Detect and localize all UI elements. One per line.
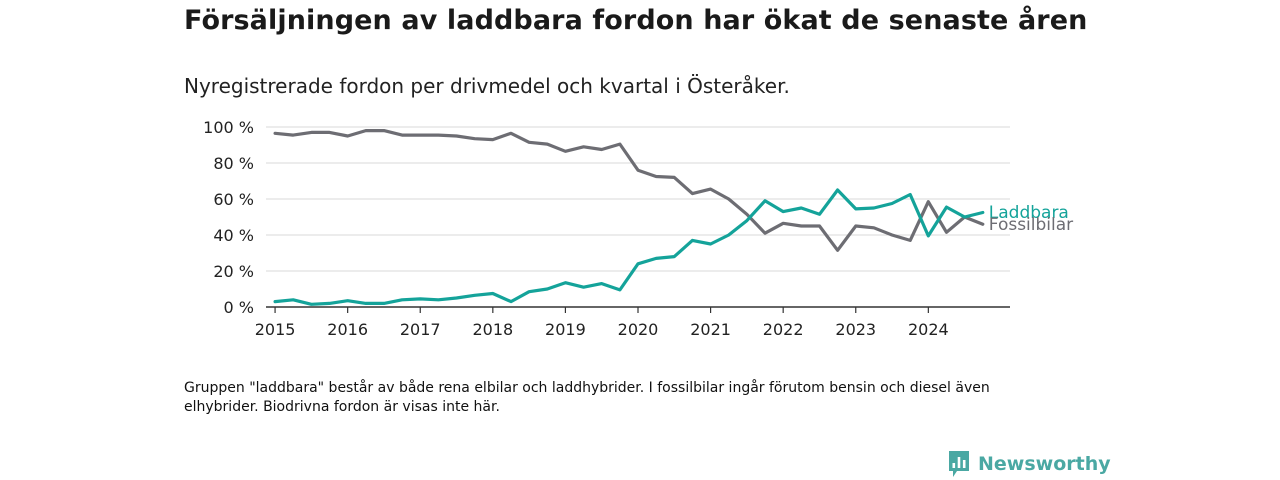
chart-subtitle: Nyregistrerade fordon per drivmedel och …	[184, 74, 790, 98]
series-label-laddbara: Laddbara	[989, 203, 1069, 223]
series-lines	[273, 129, 985, 306]
series-line-laddbara	[273, 188, 985, 306]
y-tick-label: 100 %	[203, 118, 254, 137]
x-tick-label: 2023	[835, 320, 876, 339]
y-tick-label: 20 %	[213, 262, 254, 281]
newsworthy-logo-text: Newsworthy	[978, 453, 1111, 475]
y-tick-label: 60 %	[213, 190, 254, 209]
y-tick-label: 0 %	[224, 298, 254, 317]
x-tick-label: 2022	[763, 320, 804, 339]
x-tick-label: 2024	[908, 320, 949, 339]
y-tick-label: 80 %	[213, 154, 254, 173]
y-tick-label: 40 %	[213, 226, 254, 245]
x-tick-label: 2016	[327, 320, 368, 339]
chart-title: Försäljningen av laddbara fordon har öka…	[184, 5, 1088, 36]
x-tick-label: 2018	[472, 320, 513, 339]
x-tick-label: 2017	[400, 320, 441, 339]
x-tick-label: 2015	[255, 320, 296, 339]
x-tick-label: 2020	[618, 320, 659, 339]
newsworthy-logo-icon	[949, 451, 969, 477]
gridlines	[266, 126, 1010, 272]
x-tick-label: 2019	[545, 320, 586, 339]
newsworthy-logo[interactable]: Newsworthy	[948, 450, 1111, 478]
x-tick-label: 2021	[690, 320, 731, 339]
x-axis: 2015 2016 2017 2018 2019 2020 2021 2022 2023 2024	[255, 306, 1010, 339]
series-line-fossilbilar	[273, 129, 985, 252]
footnote: Gruppen "laddbara" består av både rena e…	[184, 380, 990, 415]
y-axis: 0 % 20 % 40 % 60 % 80 % 100 %	[203, 118, 254, 317]
series-label-fossilbilar: Fossilbilar	[989, 215, 1073, 235]
line-chart: 0 %20 %40 %60 %80 %100 % 2015 2016 2017 201…	[203, 118, 1073, 339]
